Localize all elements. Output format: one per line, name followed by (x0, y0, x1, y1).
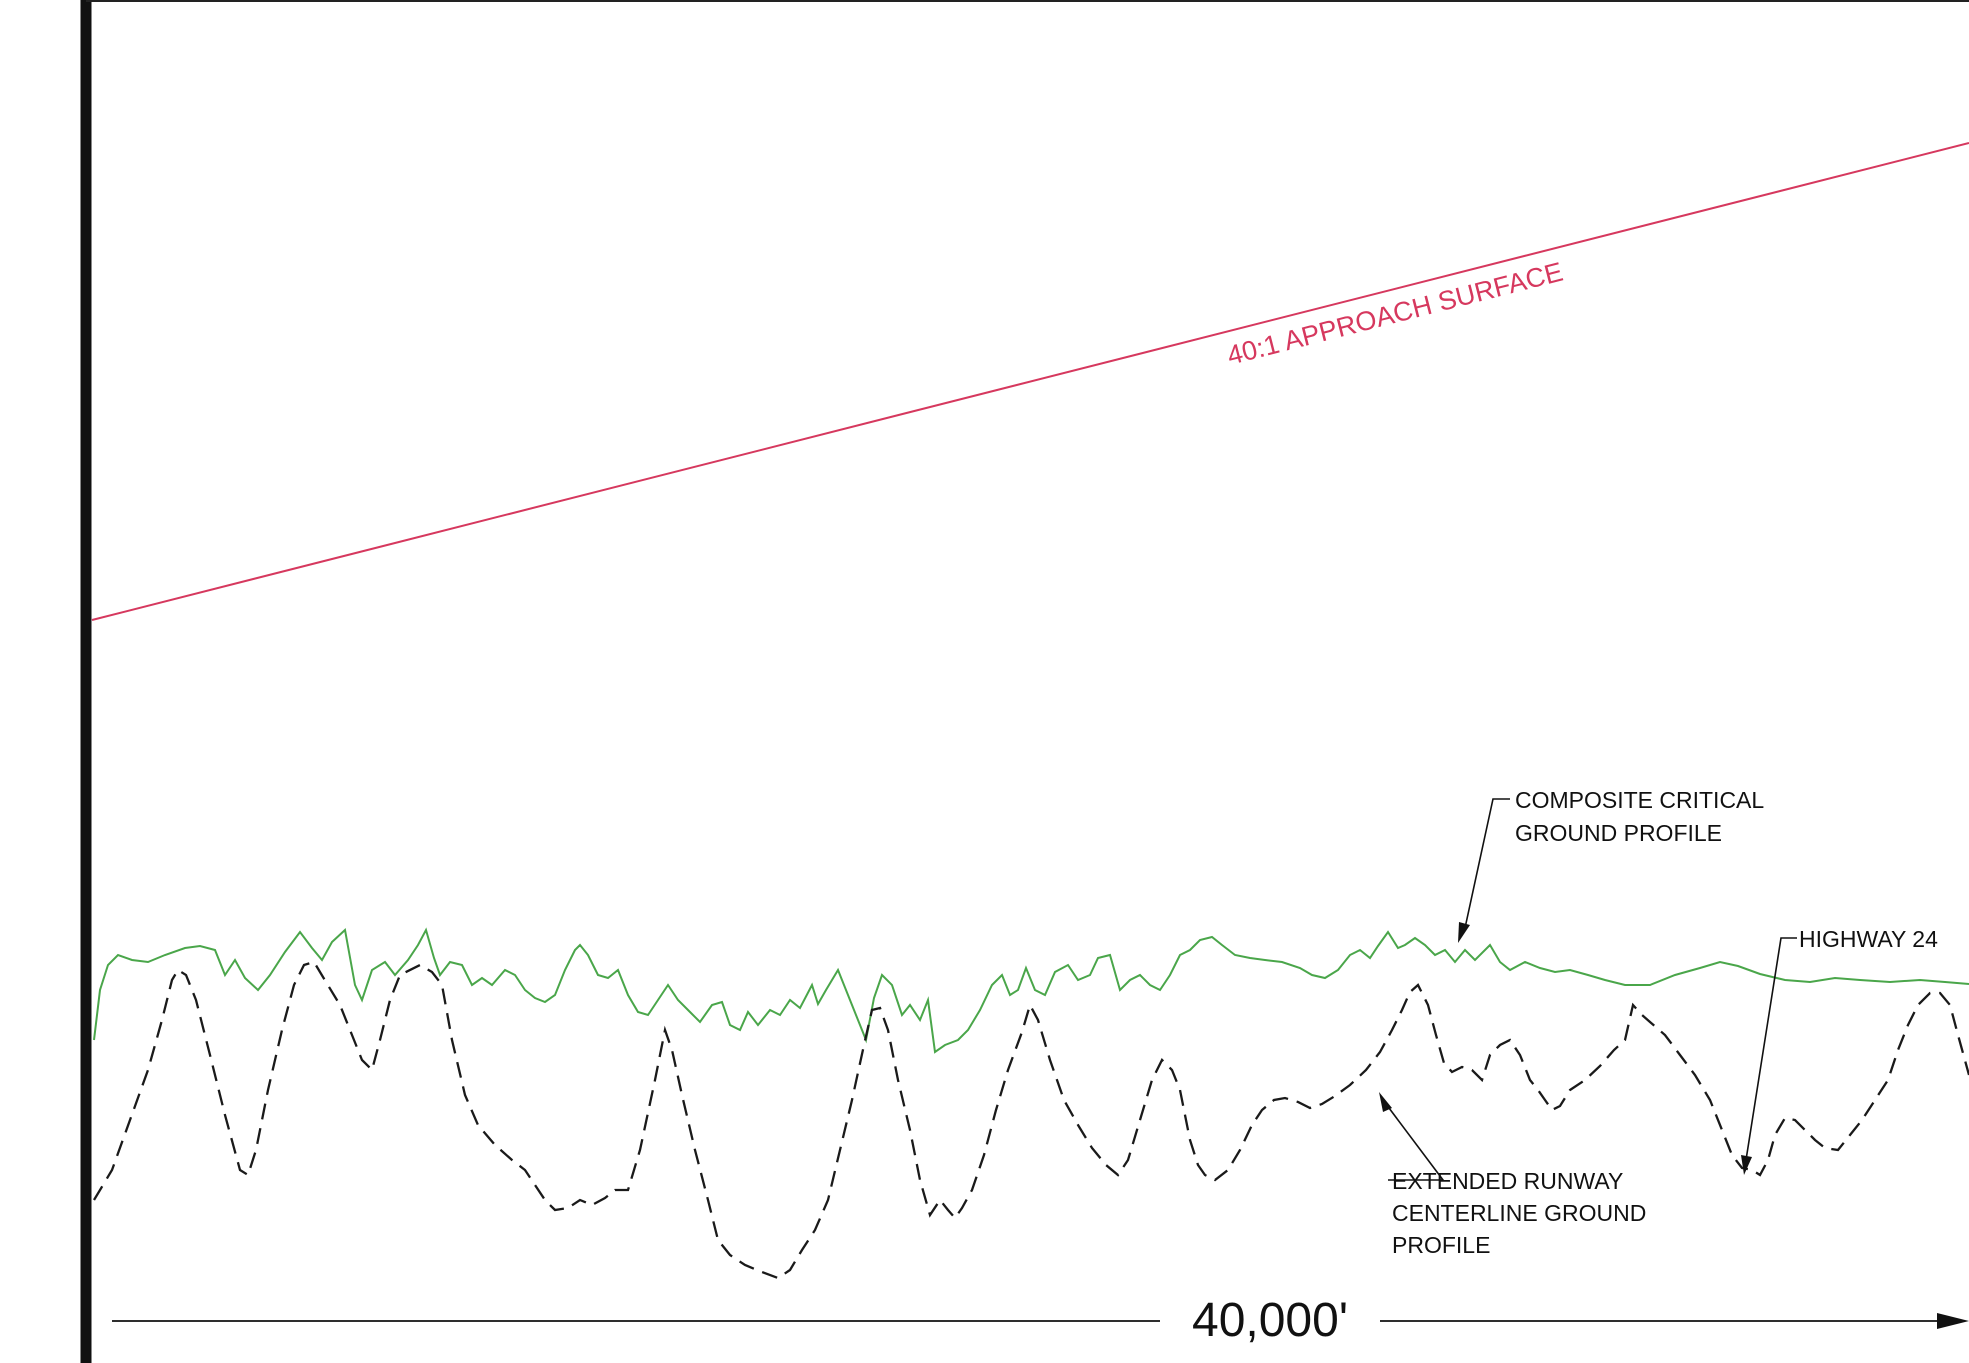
centerline-label-line1: EXTENDED RUNWAY (1392, 1168, 1623, 1194)
centerline-leader-arrow (1379, 1092, 1392, 1112)
composite-leader-arrow (1458, 922, 1470, 943)
composite-label-line1: COMPOSITE CRITICAL (1515, 787, 1764, 813)
approach-surface-label: 40:1 APPROACH SURFACE (1224, 256, 1566, 370)
centerline-label-line2: CENTERLINE GROUND (1392, 1200, 1646, 1226)
highway-leader-line (1745, 937, 1797, 1161)
extended-runway-centerline-profile (93, 960, 1969, 1280)
centerline-leader-line (1385, 1103, 1445, 1181)
approach-surface-line (91, 142, 1969, 621)
highway-label: HIGHWAY 24 (1799, 926, 1938, 952)
composite-leader-line (1464, 798, 1510, 929)
dimension-arrowhead (1937, 1313, 1969, 1329)
highway-leader-arrow (1741, 1155, 1752, 1175)
dimension-label: 40,000' (1192, 1294, 1348, 1347)
composite-label-line2: GROUND PROFILE (1515, 820, 1722, 846)
composite-critical-ground-profile (93, 927, 1969, 1054)
centerline-label-line3: PROFILE (1392, 1232, 1490, 1258)
